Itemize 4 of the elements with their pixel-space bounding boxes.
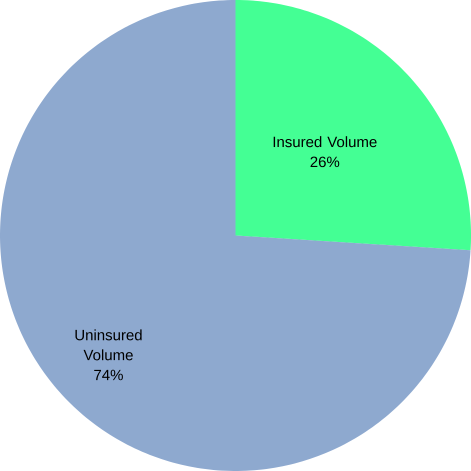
- slice-label: Insured Volume: [274, 136, 377, 148]
- data-label: 26%: [310, 156, 340, 168]
- slice-label: Uninsured Volume: [75, 329, 142, 360]
- data-label: 74%: [94, 370, 123, 380]
